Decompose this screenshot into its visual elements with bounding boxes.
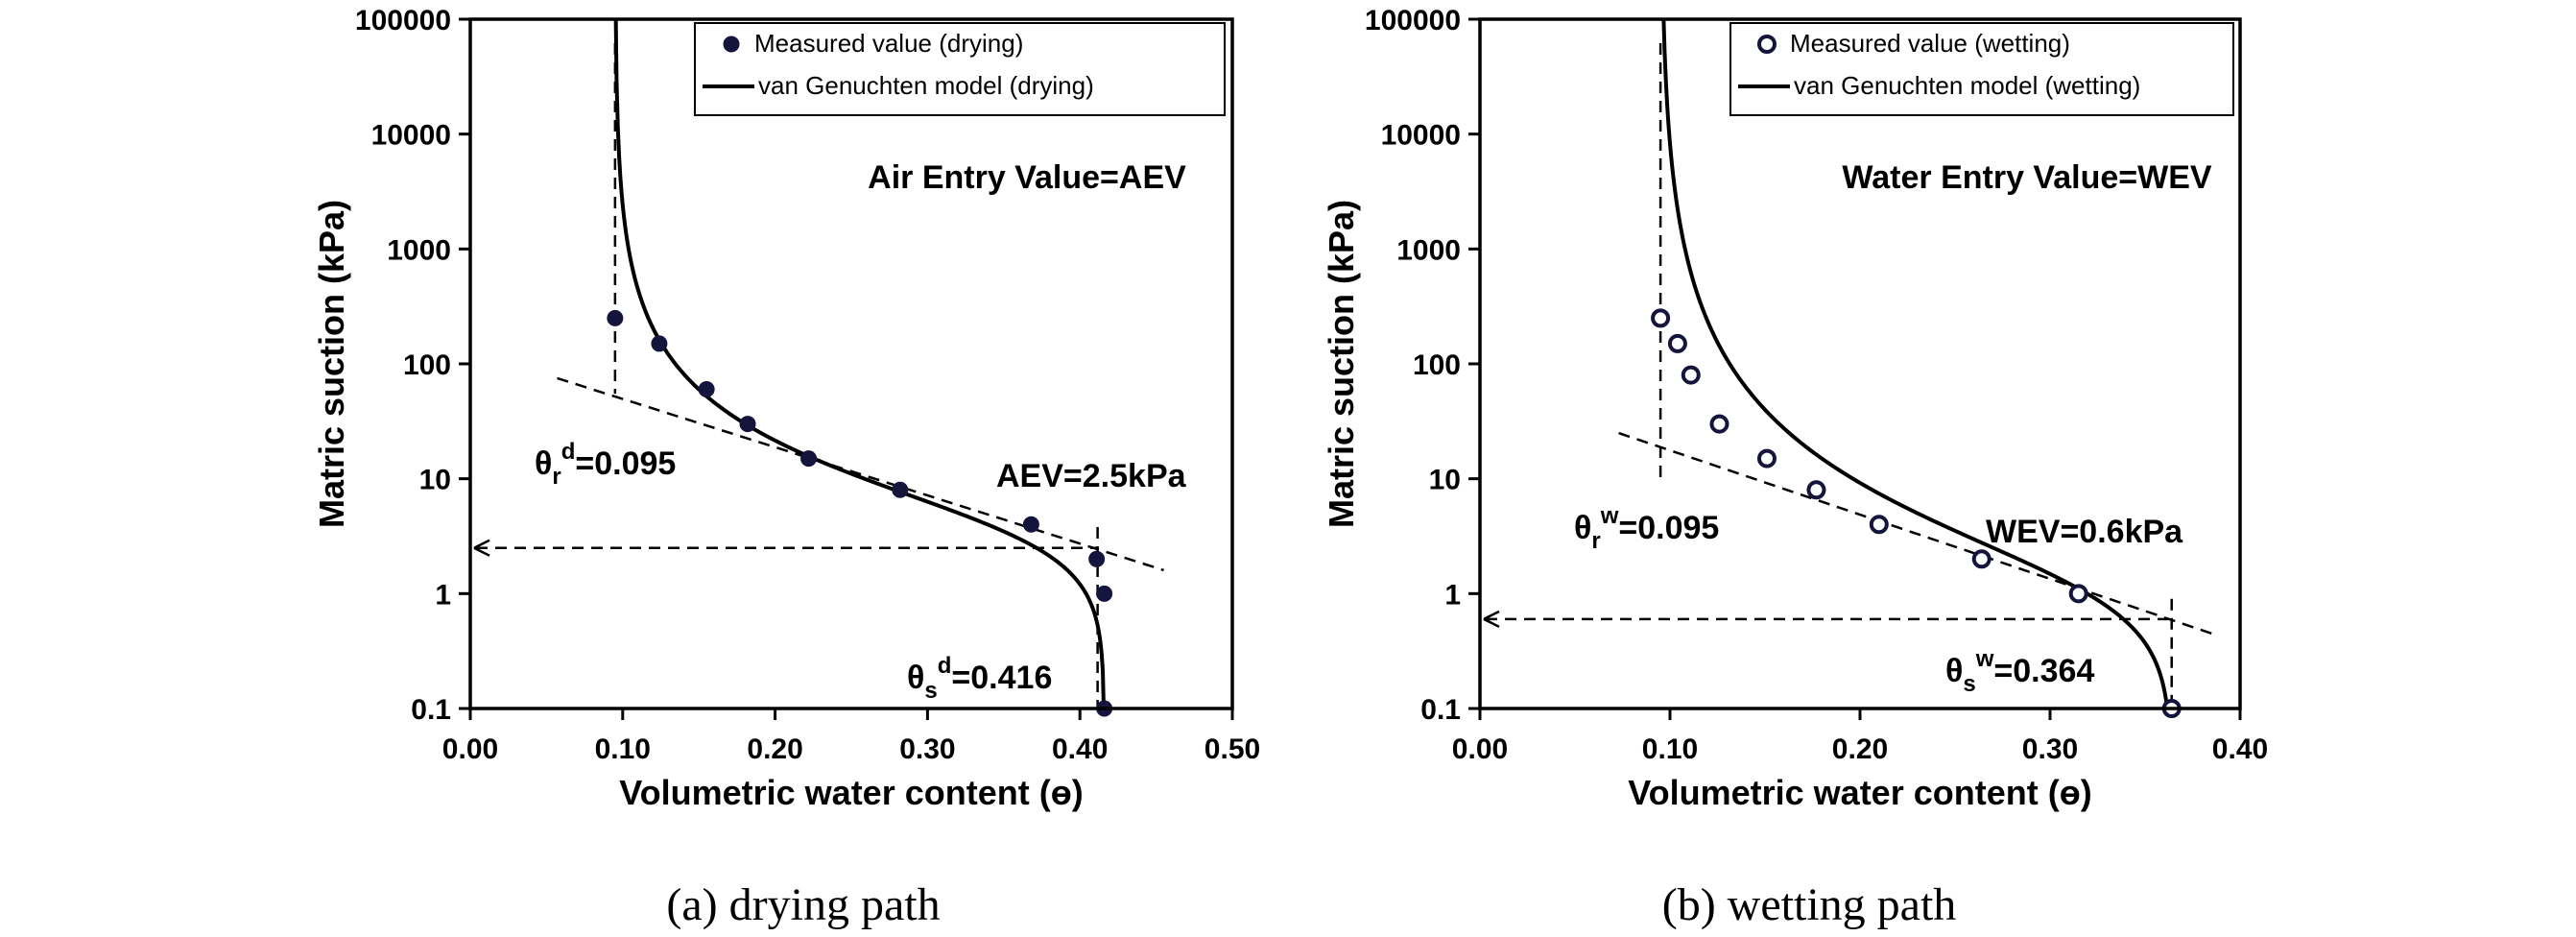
theta-r-label-superscript: w	[1600, 503, 1619, 529]
x-tick-label: 0.50	[1205, 733, 1260, 765]
theta-r-label-subscript: r	[552, 464, 561, 490]
y-tick-label: 100000	[355, 5, 451, 36]
y-tick-label: 1	[435, 579, 451, 611]
plot-frame	[1478, 17, 2242, 710]
theta-s-label: θsw=0.364	[1945, 646, 2094, 697]
entry-value-arrow-head	[473, 539, 490, 557]
measured-point	[607, 309, 624, 326]
legend: Measured value (wetting) van Genuchten mo…	[1729, 22, 2234, 116]
y-tick-label: 1000	[387, 234, 451, 266]
chart-panel-b: 0.1 1 10 100 1000 10000 100000 0.00 0.10 0.20 0.30…	[1322, 5, 2268, 930]
theta-r-label-superscript: d	[561, 439, 576, 465]
measured-point	[1667, 333, 1687, 353]
y-tick-label: 1	[1444, 579, 1461, 611]
x-axis-title: Volumetric water content (ɵ)	[619, 773, 1083, 812]
entry-value-header: Air Entry Value=AEV	[868, 159, 1186, 196]
measured-point	[1971, 549, 1992, 569]
theta-s-label-superscript: w	[1975, 646, 1994, 672]
plot-frame	[468, 17, 1234, 710]
legend-label-measured: Measured value (wetting)	[1790, 29, 2070, 58]
x-axis-title: Volumetric water content (ɵ)	[1628, 773, 2091, 812]
measured-point	[1022, 516, 1039, 533]
legend-label-measured: Measured value (drying)	[754, 29, 1023, 58]
measured-point	[1869, 515, 1889, 535]
y-tick-label: 100	[403, 349, 451, 381]
theta-s-label-subscript: s	[1963, 671, 1975, 697]
theta-s-label-symbol: θ	[1945, 653, 1963, 689]
x-tick-label: 0.00	[1452, 733, 1508, 765]
measured-point	[800, 450, 818, 468]
y-tick-label: 10000	[1381, 120, 1461, 152]
measured-point	[1756, 448, 1777, 468]
measured-point	[651, 335, 668, 352]
x-tick-label: 0.10	[1642, 733, 1698, 765]
y-axis-title: Matric suction (kPa)	[1322, 200, 1361, 528]
measured-point	[1096, 585, 1113, 602]
panel-caption: (b) wetting path	[1662, 879, 1957, 930]
y-tick-label: 0.1	[1420, 694, 1461, 726]
theta-s-label-superscript: d	[938, 653, 952, 679]
legend-label-model: van Genuchten model (wetting)	[1794, 71, 2140, 100]
legend-box	[694, 22, 1226, 116]
tangent-line	[1618, 431, 2212, 636]
y-tick-label: 100	[1413, 349, 1461, 381]
x-tick-label: 0.30	[2022, 733, 2078, 765]
y-axis-title: Matric suction (kPa)	[312, 200, 351, 528]
x-tick-label: 0.00	[442, 733, 498, 765]
measured-point	[2068, 584, 2088, 604]
measured-point	[1709, 414, 1729, 434]
theta-r-label-value: =0.095	[1618, 510, 1719, 546]
measured-point	[1806, 480, 1826, 500]
y-tick-label: 0.1	[411, 694, 451, 726]
x-tick-label: 0.20	[747, 733, 802, 765]
y-tick-label: 10000	[371, 120, 451, 152]
x-tick-label: 0.30	[899, 733, 955, 765]
entry-value-label: WEV=0.6kPa	[1986, 514, 2183, 550]
tangent-line	[557, 376, 1164, 572]
legend: Measured value (drying) van Genuchten mod…	[694, 22, 1226, 116]
y-tick-label: 1000	[1396, 234, 1461, 266]
theta-r-label: θrd=0.095	[535, 439, 676, 490]
x-tick-label: 0.40	[1052, 733, 1108, 765]
measured-point	[1088, 550, 1106, 567]
y-tick-label: 10	[419, 465, 451, 496]
entry-value-header: Water Entry Value=WEV	[1842, 159, 2211, 196]
legend-box	[1729, 22, 2234, 116]
theta-s-label: θsd=0.416	[907, 653, 1052, 704]
legend-marker-measured	[1757, 35, 1777, 54]
x-tick-label: 0.10	[595, 733, 651, 765]
theta-r-label-value: =0.095	[575, 445, 676, 482]
measured-point	[698, 381, 715, 398]
measured-point	[892, 481, 909, 498]
theta-r-label-subscript: r	[1591, 528, 1600, 554]
panel-caption: (a) drying path	[666, 879, 940, 930]
theta-r-label-symbol: θ	[1574, 510, 1591, 546]
theta-r-label: θrw=0.095	[1574, 503, 1719, 554]
model-curve	[613, 19, 1107, 709]
measured-point	[1681, 365, 1701, 385]
y-tick-label: 10	[1429, 465, 1461, 496]
entry-value-label: AEV=2.5kPa	[996, 458, 1187, 494]
legend-label-model: van Genuchten model (drying)	[758, 71, 1094, 100]
legend-marker-measured	[723, 36, 740, 53]
theta-s-label-value: =0.416	[951, 660, 1052, 696]
measured-point	[739, 416, 756, 433]
x-tick-label: 0.40	[2212, 733, 2268, 765]
x-tick-label: 0.20	[1832, 733, 1888, 765]
theta-s-label-subscript: s	[924, 678, 937, 704]
chart-panel-a: 0.1 1 10 100 1000 10000 100000 0.00 0.10 0.20 0.30…	[312, 5, 1260, 930]
measured-point	[1651, 308, 1671, 328]
entry-value-arrow-head	[1483, 610, 1500, 628]
theta-s-label-value: =0.364	[1993, 653, 2094, 689]
theta-s-label-symbol: θ	[907, 660, 924, 696]
theta-r-label-symbol: θ	[535, 445, 552, 482]
y-tick-label: 100000	[1365, 5, 1461, 36]
